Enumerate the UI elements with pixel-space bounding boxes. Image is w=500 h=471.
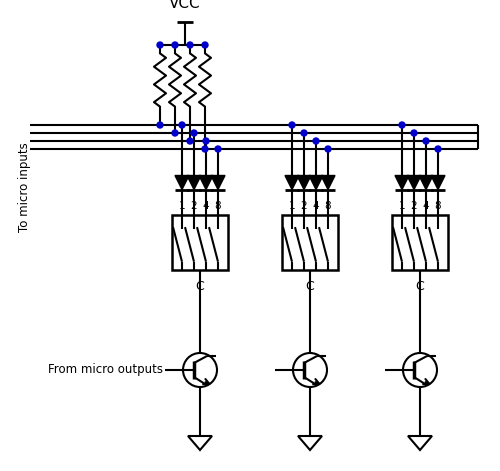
Polygon shape <box>211 176 225 189</box>
Circle shape <box>215 146 221 152</box>
Text: 4: 4 <box>422 201 430 211</box>
Polygon shape <box>431 176 445 189</box>
Circle shape <box>411 130 417 136</box>
Polygon shape <box>175 176 189 189</box>
Bar <box>172 215 228 270</box>
Circle shape <box>423 138 429 144</box>
Text: 1: 1 <box>398 201 406 211</box>
Circle shape <box>187 42 193 48</box>
Polygon shape <box>285 176 299 189</box>
Text: 4: 4 <box>312 201 320 211</box>
Circle shape <box>301 130 307 136</box>
Text: 2: 2 <box>410 201 418 211</box>
Circle shape <box>172 130 178 136</box>
Circle shape <box>202 146 208 152</box>
Text: 1: 1 <box>288 201 296 211</box>
Text: 8: 8 <box>324 201 332 211</box>
Circle shape <box>325 146 331 152</box>
Text: 2: 2 <box>300 201 308 211</box>
Polygon shape <box>297 176 311 189</box>
Circle shape <box>313 138 319 144</box>
Circle shape <box>202 42 208 48</box>
Polygon shape <box>309 176 323 189</box>
Text: 2: 2 <box>190 201 198 211</box>
Polygon shape <box>395 176 409 189</box>
Circle shape <box>179 122 185 128</box>
Circle shape <box>187 138 193 144</box>
Polygon shape <box>199 176 213 189</box>
Text: C: C <box>306 280 314 293</box>
Circle shape <box>289 122 295 128</box>
Text: 8: 8 <box>434 201 442 211</box>
Circle shape <box>399 122 405 128</box>
Circle shape <box>203 138 209 144</box>
Text: To micro inputs: To micro inputs <box>18 142 32 232</box>
Circle shape <box>172 42 178 48</box>
Polygon shape <box>321 176 335 189</box>
Bar <box>282 215 338 270</box>
Text: 8: 8 <box>214 201 222 211</box>
Circle shape <box>157 42 163 48</box>
Polygon shape <box>407 176 421 189</box>
Text: C: C <box>196 280 204 293</box>
Circle shape <box>435 146 441 152</box>
Polygon shape <box>419 176 433 189</box>
Circle shape <box>157 122 163 128</box>
Text: From micro outputs: From micro outputs <box>48 364 163 376</box>
Text: 1: 1 <box>178 201 186 211</box>
Bar <box>392 215 448 270</box>
Polygon shape <box>187 176 201 189</box>
Circle shape <box>191 130 197 136</box>
Text: C: C <box>416 280 424 293</box>
Text: 4: 4 <box>202 201 209 211</box>
Text: VCC: VCC <box>169 0 201 11</box>
